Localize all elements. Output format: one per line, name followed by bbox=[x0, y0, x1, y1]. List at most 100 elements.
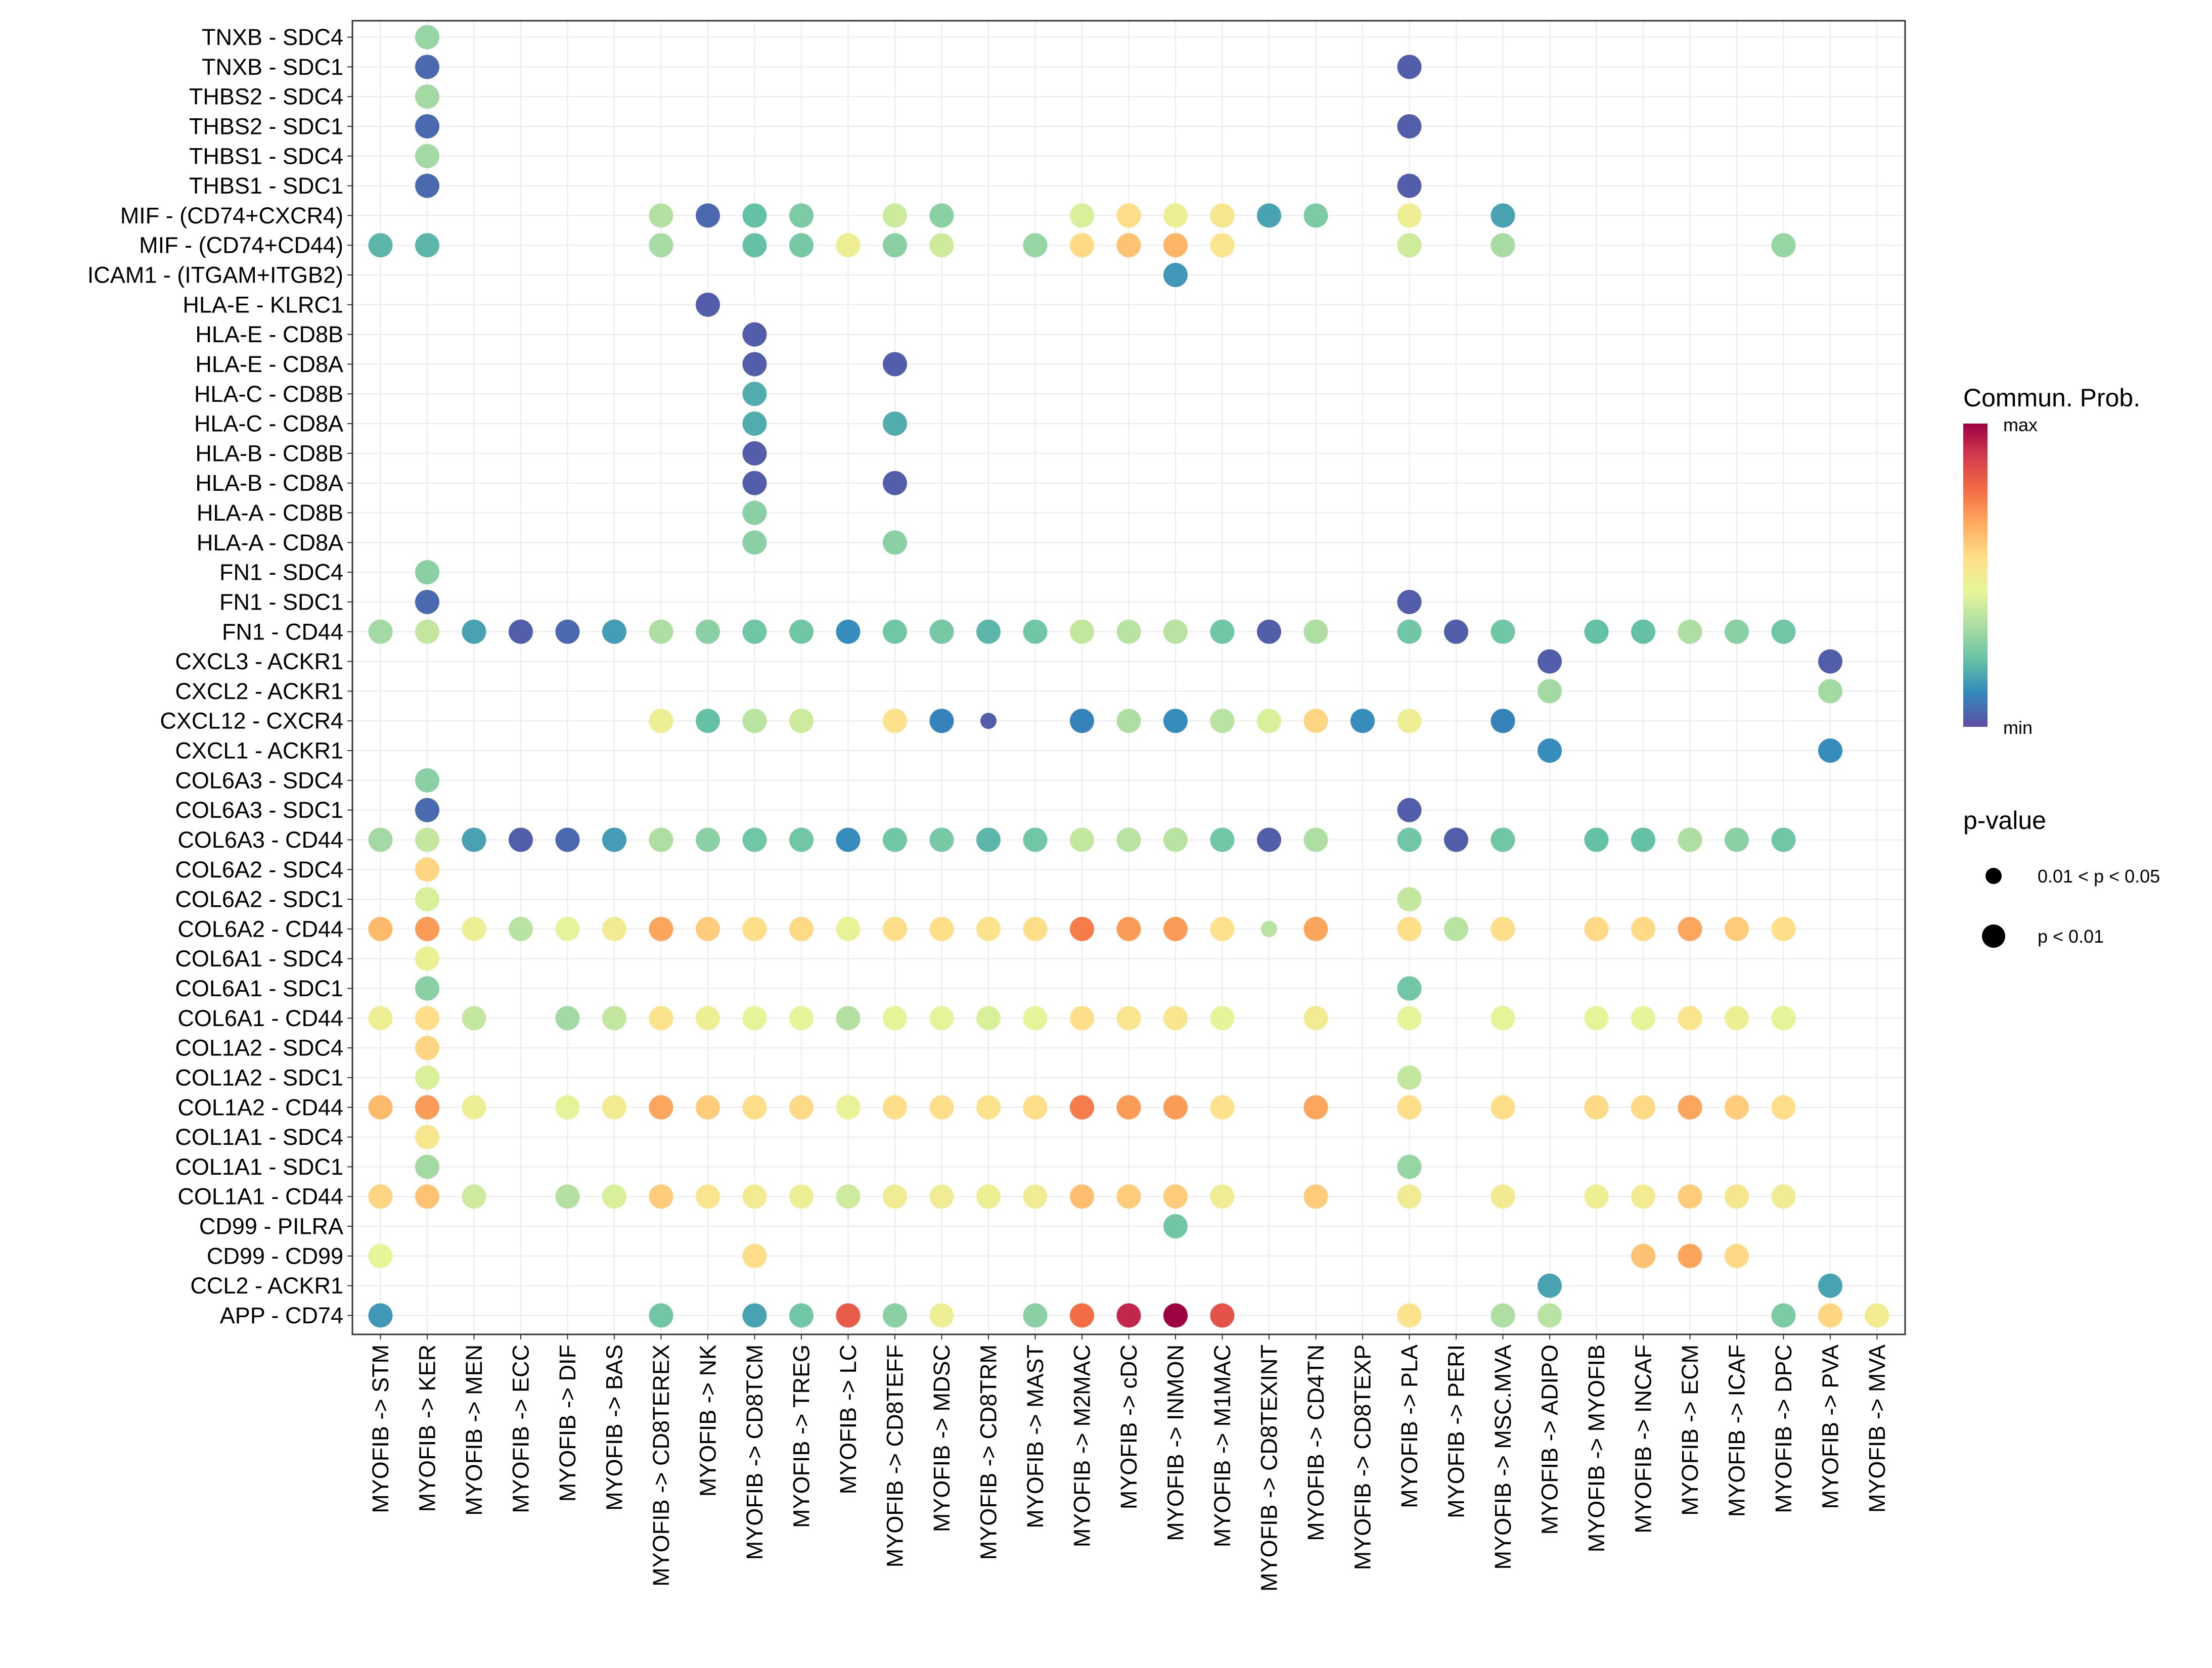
size-legend-title: p-value bbox=[1963, 806, 2046, 835]
data-point bbox=[789, 1006, 814, 1031]
data-point bbox=[1725, 916, 1749, 941]
data-point bbox=[742, 827, 767, 852]
data-point bbox=[696, 1184, 720, 1209]
data-point bbox=[415, 619, 439, 644]
data-point bbox=[1444, 619, 1468, 644]
data-point bbox=[696, 292, 720, 317]
data-point bbox=[1584, 1095, 1609, 1120]
data-point bbox=[1631, 1006, 1655, 1031]
data-point bbox=[415, 84, 439, 109]
data-point bbox=[1818, 1303, 1842, 1328]
data-point bbox=[1163, 619, 1188, 644]
data-point bbox=[742, 1243, 767, 1268]
data-point bbox=[929, 233, 954, 258]
data-point bbox=[1070, 203, 1094, 228]
y-tick-label: MIF - (CD74+CXCR4) bbox=[120, 203, 343, 228]
data-point bbox=[1631, 916, 1655, 941]
data-point bbox=[742, 530, 767, 555]
data-point bbox=[929, 1095, 954, 1120]
x-tick-label: MYOFIB -> CD8TEXP bbox=[1350, 1345, 1376, 1570]
data-point bbox=[742, 1303, 767, 1328]
data-point bbox=[649, 1095, 673, 1120]
data-point bbox=[1678, 916, 1702, 941]
x-tick-label: MYOFIB -> LC bbox=[835, 1345, 861, 1494]
data-point bbox=[415, 827, 439, 852]
x-tick-label: MYOFIB -> PERI bbox=[1443, 1345, 1469, 1518]
data-point bbox=[415, 976, 439, 1001]
data-point bbox=[509, 827, 533, 852]
data-point bbox=[929, 916, 954, 941]
data-point bbox=[1397, 1095, 1422, 1120]
data-point bbox=[789, 1303, 814, 1328]
data-point bbox=[1725, 827, 1749, 852]
x-tick-label: MYOFIB -> DIF bbox=[555, 1345, 580, 1502]
x-tick-label: MYOFIB -> CD8TRM bbox=[976, 1345, 1002, 1560]
data-point bbox=[1116, 1303, 1141, 1328]
y-tick-label: TNXB - SDC4 bbox=[202, 24, 343, 50]
data-point bbox=[1397, 976, 1422, 1001]
data-point bbox=[1818, 738, 1842, 763]
y-tick-label: COL6A1 - SDC1 bbox=[175, 976, 343, 1001]
data-point bbox=[1397, 233, 1422, 258]
color-legend-max-label: max bbox=[2003, 414, 2038, 435]
data-point bbox=[1163, 827, 1188, 852]
data-point bbox=[1116, 1095, 1141, 1120]
data-point bbox=[1257, 619, 1281, 644]
data-point bbox=[742, 500, 767, 525]
data-point bbox=[1303, 619, 1328, 644]
data-point bbox=[1725, 1243, 1749, 1268]
y-tick-label: CXCL12 - CXCR4 bbox=[160, 708, 343, 734]
data-point bbox=[368, 916, 393, 941]
data-point bbox=[1023, 827, 1048, 852]
data-point bbox=[1491, 827, 1515, 852]
data-point bbox=[1303, 827, 1328, 852]
y-tick-label: APP - CD74 bbox=[220, 1303, 343, 1328]
data-point bbox=[649, 916, 673, 941]
data-point bbox=[836, 1006, 861, 1031]
data-point bbox=[883, 916, 907, 941]
data-point bbox=[1070, 827, 1094, 852]
data-point bbox=[742, 382, 767, 406]
x-tick-label: MYOFIB -> NK bbox=[695, 1345, 721, 1497]
x-tick-label: MYOFIB -> DPC bbox=[1771, 1345, 1796, 1513]
data-point bbox=[602, 1006, 626, 1031]
data-point bbox=[1771, 1303, 1796, 1328]
y-tick-label: COL1A1 - CD44 bbox=[177, 1184, 343, 1210]
data-point bbox=[1631, 827, 1655, 852]
data-point bbox=[415, 173, 439, 198]
data-point bbox=[415, 798, 439, 822]
data-point bbox=[1538, 738, 1562, 763]
x-tick-label: MYOFIB -> CD8TEFF bbox=[882, 1345, 908, 1567]
legend: Commun. Prob. max min p-value 0.01 < p <… bbox=[1963, 384, 2160, 948]
data-point bbox=[789, 203, 814, 228]
x-tick-label: MYOFIB -> MAST bbox=[1022, 1345, 1048, 1528]
y-tick-label: HLA-C - CD8A bbox=[194, 411, 343, 437]
data-point bbox=[883, 1006, 907, 1031]
data-point bbox=[415, 768, 439, 793]
data-point bbox=[1070, 1303, 1094, 1328]
data-point bbox=[602, 619, 626, 644]
data-point bbox=[415, 560, 439, 585]
data-point bbox=[836, 827, 861, 852]
data-point bbox=[929, 1303, 954, 1328]
data-point bbox=[649, 827, 673, 852]
y-tick-label: CCL2 - ACKR1 bbox=[190, 1273, 343, 1299]
x-tick-label: MYOFIB -> M1MAC bbox=[1209, 1345, 1235, 1547]
data-point bbox=[415, 1125, 439, 1149]
data-point bbox=[415, 887, 439, 912]
x-tick-label: MYOFIB -> MEN bbox=[461, 1345, 487, 1516]
data-point bbox=[976, 619, 1001, 644]
data-point bbox=[742, 1006, 767, 1031]
data-point bbox=[1163, 1095, 1188, 1120]
data-point bbox=[1397, 114, 1422, 138]
data-point bbox=[1397, 1184, 1422, 1209]
data-point bbox=[1678, 1006, 1702, 1031]
y-tick-label: TNXB - SDC1 bbox=[202, 54, 343, 80]
data-point bbox=[1210, 916, 1235, 941]
data-point bbox=[509, 916, 533, 941]
data-point bbox=[1397, 203, 1422, 228]
data-point bbox=[1397, 1303, 1422, 1328]
y-tick-label: HLA-E - KLRC1 bbox=[183, 292, 343, 317]
data-point bbox=[696, 619, 720, 644]
data-point bbox=[1303, 916, 1328, 941]
